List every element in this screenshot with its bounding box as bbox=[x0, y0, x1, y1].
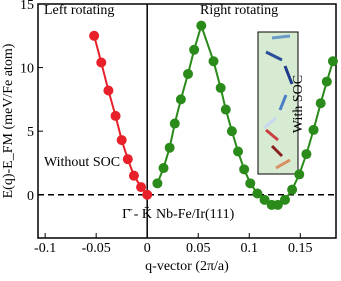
annotation: With SOC bbox=[291, 75, 306, 133]
y-axis-label: E(q)-E_FM (meV/Fe atom) bbox=[1, 43, 16, 198]
point bbox=[122, 154, 133, 165]
y-tick-label: 0 bbox=[27, 189, 34, 204]
point bbox=[158, 163, 169, 174]
point bbox=[169, 118, 180, 129]
point bbox=[89, 30, 100, 41]
x-tick-label: -0.1 bbox=[34, 241, 56, 256]
point bbox=[208, 56, 219, 67]
point bbox=[164, 142, 175, 153]
x-tick-label: -0.05 bbox=[82, 241, 111, 256]
point bbox=[294, 169, 305, 180]
x-axis-label: q-vector (2π/a) bbox=[145, 259, 229, 274]
point bbox=[239, 164, 250, 175]
point bbox=[327, 56, 338, 67]
point bbox=[233, 146, 244, 157]
point bbox=[142, 189, 153, 200]
point bbox=[220, 104, 231, 115]
plot-frame bbox=[37, 3, 337, 239]
x-tick-label: 0.05 bbox=[186, 241, 211, 256]
point bbox=[189, 44, 200, 55]
point bbox=[287, 184, 298, 195]
point bbox=[96, 57, 107, 68]
point bbox=[196, 20, 207, 31]
point bbox=[245, 178, 256, 189]
y-tick-label: 5 bbox=[27, 125, 34, 140]
annotation: Nb-Fe/Ir(111) bbox=[156, 207, 235, 222]
point bbox=[110, 110, 121, 121]
point bbox=[259, 194, 270, 205]
point bbox=[315, 98, 326, 109]
point bbox=[128, 170, 139, 181]
x-tick-label: 0.1 bbox=[241, 241, 259, 256]
x-tick-label: 0 bbox=[144, 241, 151, 256]
point bbox=[252, 188, 263, 199]
point bbox=[136, 182, 147, 193]
point bbox=[183, 68, 194, 79]
x-tick-label: 0.15 bbox=[288, 241, 313, 256]
y-tick-label: 10 bbox=[20, 62, 34, 77]
point bbox=[279, 194, 290, 205]
point bbox=[103, 85, 114, 96]
point bbox=[321, 76, 332, 87]
annotation: Right rotating bbox=[200, 3, 278, 18]
point bbox=[215, 82, 226, 93]
inset-arrows bbox=[263, 34, 294, 170]
point bbox=[308, 124, 319, 135]
point bbox=[175, 94, 186, 105]
point bbox=[116, 135, 127, 146]
annotation: Without SOC bbox=[44, 155, 120, 170]
point bbox=[301, 149, 312, 160]
annotation: Left rotating bbox=[44, 3, 114, 18]
point bbox=[226, 126, 237, 137]
y-tick-label: 15 bbox=[20, 0, 34, 13]
annotation: Γ̄ - K̄ bbox=[122, 206, 152, 222]
point bbox=[272, 199, 283, 210]
series-line bbox=[156, 22, 334, 206]
point bbox=[152, 178, 163, 189]
